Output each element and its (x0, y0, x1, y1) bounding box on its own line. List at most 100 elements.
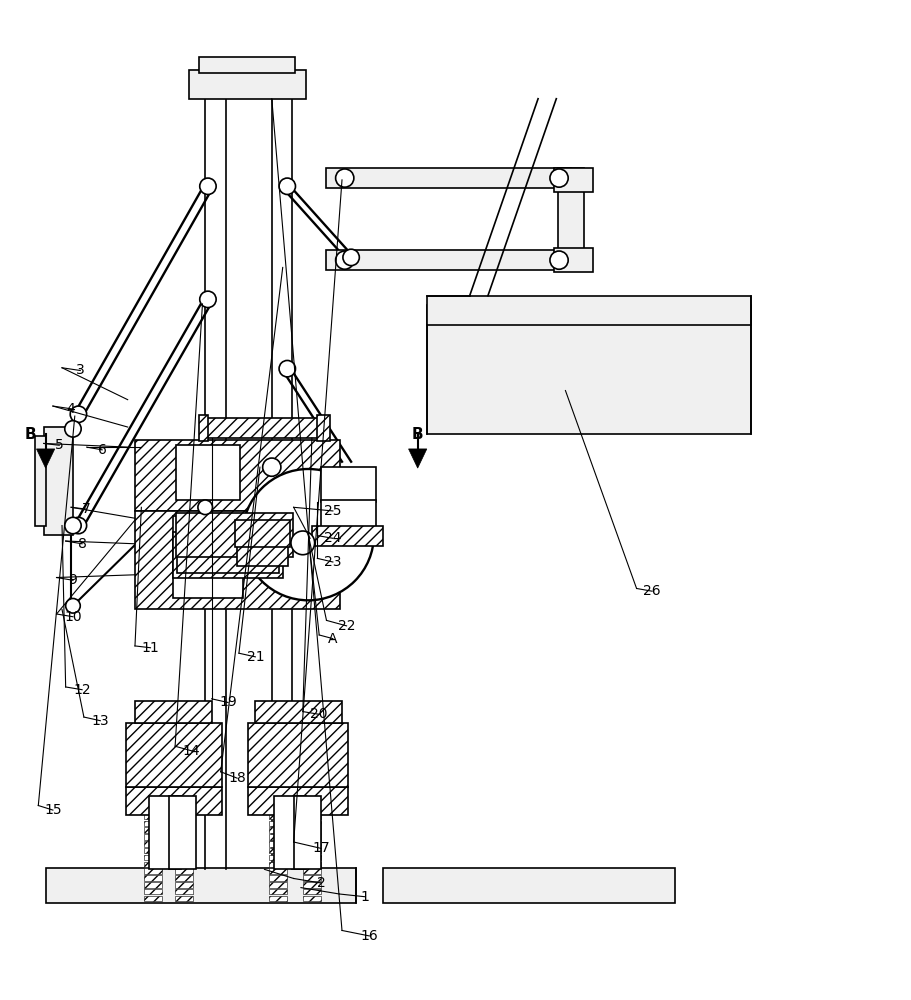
Bar (302, 834, 321, 840)
Bar (383, 868, 674, 903)
Bar (269, 834, 287, 840)
Bar (302, 814, 321, 819)
Bar (175, 896, 193, 901)
Bar (317, 415, 330, 441)
Circle shape (343, 249, 359, 266)
Text: 22: 22 (337, 619, 355, 633)
Bar (175, 889, 193, 894)
Circle shape (262, 458, 281, 476)
Bar (302, 807, 321, 812)
Bar (326, 168, 570, 188)
Bar (269, 862, 287, 867)
Text: 8: 8 (77, 537, 87, 551)
Polygon shape (408, 449, 426, 468)
Bar (144, 868, 162, 874)
Circle shape (198, 500, 212, 515)
Bar (269, 841, 287, 847)
Bar (126, 723, 221, 787)
Bar (135, 701, 212, 723)
Circle shape (200, 178, 216, 194)
Bar (302, 882, 321, 888)
Bar (302, 848, 321, 853)
Bar (175, 814, 193, 819)
Bar (46, 868, 355, 903)
Bar (269, 827, 287, 833)
Bar (321, 467, 375, 502)
Bar (175, 834, 193, 840)
Bar (175, 827, 193, 833)
Circle shape (335, 251, 353, 269)
Polygon shape (36, 449, 55, 468)
Bar (269, 882, 287, 888)
Text: 18: 18 (228, 771, 246, 785)
Bar (302, 868, 321, 874)
Bar (269, 868, 287, 874)
Bar (321, 500, 375, 529)
Bar (175, 807, 193, 812)
Bar (269, 875, 287, 881)
Bar (173, 532, 282, 578)
Text: 19: 19 (219, 695, 237, 709)
Text: 10: 10 (64, 610, 82, 624)
Bar (35, 436, 46, 526)
Bar (554, 248, 592, 272)
Bar (426, 305, 750, 434)
Bar (237, 540, 288, 566)
Bar (175, 875, 193, 881)
Bar (326, 250, 570, 270)
Bar (175, 841, 193, 847)
Text: 25: 25 (323, 504, 342, 518)
Text: 21: 21 (246, 650, 264, 664)
Bar (273, 796, 305, 869)
Text: 13: 13 (91, 714, 109, 728)
Bar (169, 796, 196, 869)
Bar (135, 440, 340, 511)
Bar (302, 889, 321, 894)
Bar (175, 862, 193, 867)
Bar (144, 848, 162, 853)
Bar (175, 882, 193, 888)
Text: 1: 1 (360, 890, 369, 904)
Circle shape (200, 291, 216, 308)
Bar (302, 875, 321, 881)
Bar (144, 862, 162, 867)
Bar (144, 896, 162, 901)
Bar (255, 701, 342, 723)
Bar (189, 70, 305, 99)
Bar (175, 848, 193, 853)
Bar (144, 882, 162, 888)
Bar (269, 848, 287, 853)
Bar (144, 889, 162, 894)
Bar (248, 787, 348, 815)
Circle shape (291, 531, 314, 555)
Text: 14: 14 (182, 744, 200, 758)
Text: 11: 11 (141, 641, 159, 655)
Circle shape (335, 169, 353, 187)
Bar (144, 814, 162, 819)
Bar (269, 889, 287, 894)
Bar (175, 855, 193, 860)
Bar (44, 427, 73, 535)
Circle shape (70, 517, 87, 534)
Bar (235, 520, 290, 547)
Text: 24: 24 (323, 531, 342, 545)
Text: 6: 6 (97, 443, 107, 457)
Circle shape (65, 421, 81, 437)
Bar (144, 841, 162, 847)
Bar (554, 168, 592, 192)
Text: B: B (25, 427, 36, 442)
Bar (302, 821, 321, 826)
Text: 2: 2 (316, 876, 325, 890)
Text: 3: 3 (76, 363, 85, 377)
Bar (144, 834, 162, 840)
Circle shape (549, 251, 568, 269)
Circle shape (279, 178, 295, 194)
Bar (176, 513, 292, 557)
Circle shape (70, 406, 87, 422)
Text: 5: 5 (55, 438, 64, 452)
Text: 9: 9 (68, 573, 77, 587)
Bar (269, 814, 287, 819)
Bar (269, 807, 287, 812)
Text: 17: 17 (312, 841, 330, 855)
Bar (199, 415, 208, 441)
